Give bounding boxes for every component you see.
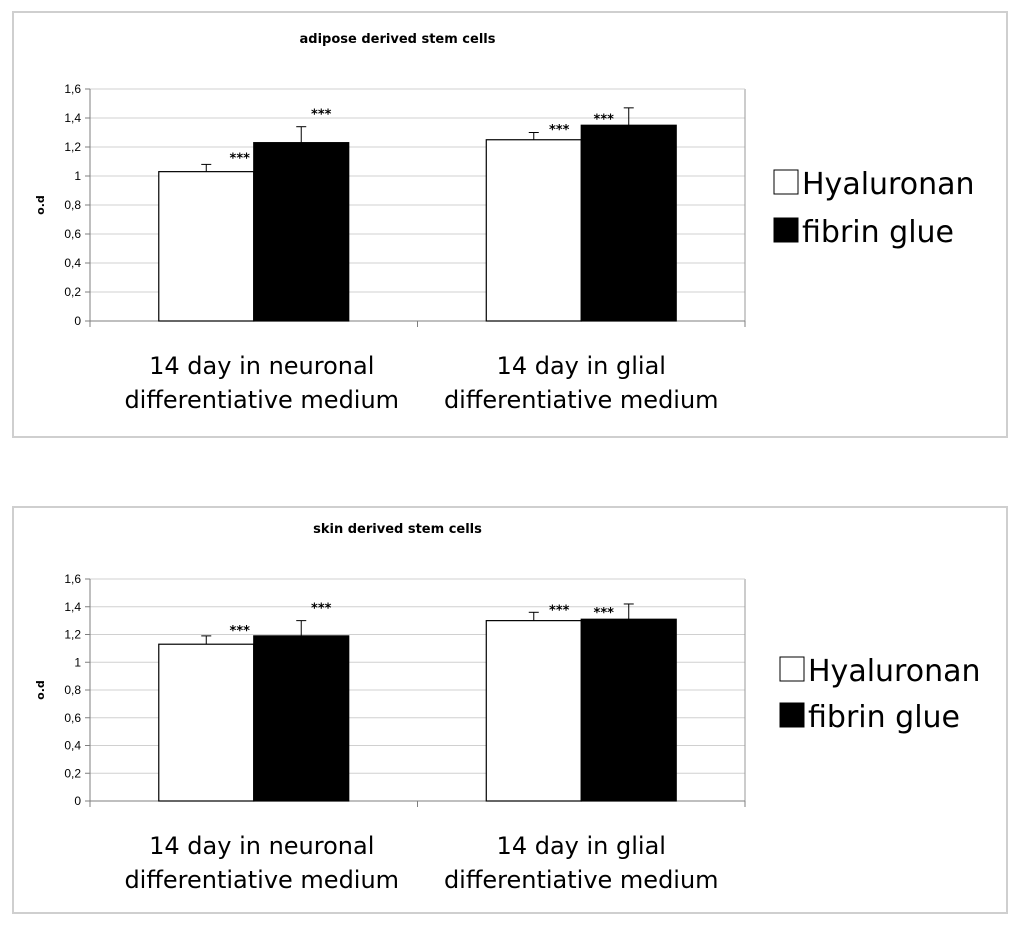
y-tick-label: 1,4 [64,600,81,614]
y-tick-label: 1,4 [64,111,81,125]
significance-label: *** [594,606,615,621]
y-tick-label: 1,2 [64,140,81,154]
x-category-label-line2: differentiative medium [124,386,399,414]
bar-fibrin-glue [253,142,350,322]
legend-label: Hyaluronan [808,654,981,689]
x-category-label-line2: differentiative medium [124,866,399,894]
y-tick-label: 0,4 [64,739,81,753]
y-tick-label: 0,6 [64,711,81,725]
significance-label: *** [230,624,251,639]
y-axis-label: o.d [34,195,47,215]
bar-hyaluronan [158,171,255,322]
significance-label: *** [311,602,332,617]
bar-fibrin-glue [253,635,350,802]
bar-fibrin-glue [580,618,677,802]
chart-panel-adipose: adipose derived stem cells 0 0,2 0,4 0,6 0,8 1… [12,11,1008,438]
x-category-label-line2: differentiative medium [444,866,719,894]
bar-hyaluronan [485,139,582,322]
x-category-label-line1: 14 day in neuronal [149,832,374,860]
legend-swatch [773,217,799,243]
y-tick-label: 0,4 [64,256,81,270]
x-category-label-line1: 14 day in neuronal [149,352,374,380]
y-tick-label: 0,2 [64,285,81,299]
significance-label: *** [549,604,570,619]
legend-label: Hyaluronan [802,167,975,202]
x-category-label-line1: 14 day in glial [497,832,666,860]
x-category-label-line2: differentiative medium [444,386,719,414]
y-tick-label: 0,8 [64,198,81,212]
chart-panel-skin: skin derived stem cells 0 0,2 0,4 0,6 0,8 1 1,2… [12,506,1008,914]
y-tick-label: 1,6 [64,572,81,586]
y-tick-label: 0 [74,314,81,328]
legend-label: fibrin glue [808,700,960,735]
y-tick-label: 1,2 [64,628,81,642]
legend-label: fibrin glue [802,215,954,250]
legend-swatch [779,656,805,682]
y-tick-label: 0,2 [64,766,81,780]
bar-fibrin-glue [580,124,677,322]
legend-swatch [773,169,799,195]
bar-hyaluronan [485,620,582,802]
bar-chart-adipose: adipose derived stem cells 0 0,2 0,4 0,6 0,8 1… [34,32,975,414]
y-tick-label: 0 [74,794,81,808]
chart-title: adipose derived stem cells [300,32,496,47]
significance-label: *** [594,112,615,127]
y-tick-label: 1 [74,169,81,183]
y-tick-label: 0,8 [64,683,81,697]
significance-label: *** [311,108,332,123]
y-tick-label: 1,6 [64,82,81,96]
bar-chart-skin: skin derived stem cells 0 0,2 0,4 0,6 0,8 1 1,2… [34,522,981,894]
chart-title: skin derived stem cells [313,522,482,537]
bar-hyaluronan [158,643,255,802]
legend-swatch [779,702,805,728]
significance-label: *** [549,123,570,138]
y-tick-label: 0,6 [64,227,81,241]
x-category-label-line1: 14 day in glial [497,352,666,380]
y-tick-label: 1 [74,655,81,669]
significance-label: *** [230,152,251,167]
y-axis-label: o.d [34,680,47,700]
